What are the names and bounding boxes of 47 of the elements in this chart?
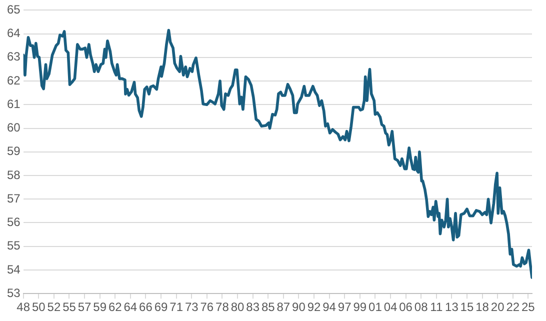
x-tick-label: 18: [476, 300, 490, 314]
x-tick-label: 99: [353, 300, 367, 314]
x-tick-label: 64: [124, 300, 138, 314]
x-tick-label: 69: [154, 300, 168, 314]
y-tick-label: 60: [6, 120, 21, 135]
y-tick-label: 65: [6, 2, 21, 17]
x-tick-label: 11: [430, 300, 443, 314]
x-tick-label: 66: [139, 300, 153, 314]
x-tick-label: 59: [93, 300, 107, 314]
x-tick-label: 08: [414, 300, 428, 314]
x-tick-label: 73: [184, 300, 199, 314]
x-tick-label: 80: [230, 300, 245, 314]
y-tick-label: 57: [6, 191, 21, 206]
x-tick-label: 04: [384, 300, 398, 314]
y-tick-label: 62: [6, 73, 21, 88]
y-tick-label: 58: [6, 168, 21, 182]
x-tick-label: 71: [170, 300, 184, 314]
x-tick-label: 92: [307, 300, 321, 314]
y-tick-label: 56: [6, 215, 21, 230]
x-tick-label: 83: [246, 300, 260, 314]
y-tick-label: 64: [6, 26, 21, 40]
x-tick-label: 97: [338, 300, 352, 314]
x-tick-label: 01: [368, 300, 382, 314]
x-tick-label: 50: [32, 300, 46, 314]
x-tick-label: 87: [276, 300, 290, 314]
x-tick-label: 22: [506, 300, 520, 314]
y-tick-label: 61: [6, 96, 21, 111]
y-tick-label: 53: [6, 286, 21, 300]
x-tick-label: 78: [216, 300, 230, 314]
y-tick-label: 54: [6, 262, 21, 276]
x-tick-label: 55: [62, 300, 76, 314]
y-tick-label: 55: [6, 238, 21, 253]
x-tick-label: 48: [16, 300, 30, 314]
x-tick-label: 52: [47, 300, 61, 314]
x-tick-label: 57: [78, 300, 92, 314]
x-tick-label: 20: [490, 300, 505, 314]
x-tick-label: 90: [292, 300, 306, 314]
y-tick-label: 63: [6, 50, 21, 64]
x-tick-label: 06: [399, 300, 413, 314]
x-tick-label: 15: [460, 300, 474, 314]
y-tick-label: 59: [6, 144, 21, 158]
x-tick-label: 76: [200, 300, 214, 314]
x-tick-label: 94: [322, 300, 336, 314]
x-tick-label: 25: [521, 300, 536, 314]
x-tick-label: 62: [108, 300, 122, 314]
x-tick-label: 85: [261, 300, 276, 314]
x-tick-label: 13: [445, 300, 459, 314]
